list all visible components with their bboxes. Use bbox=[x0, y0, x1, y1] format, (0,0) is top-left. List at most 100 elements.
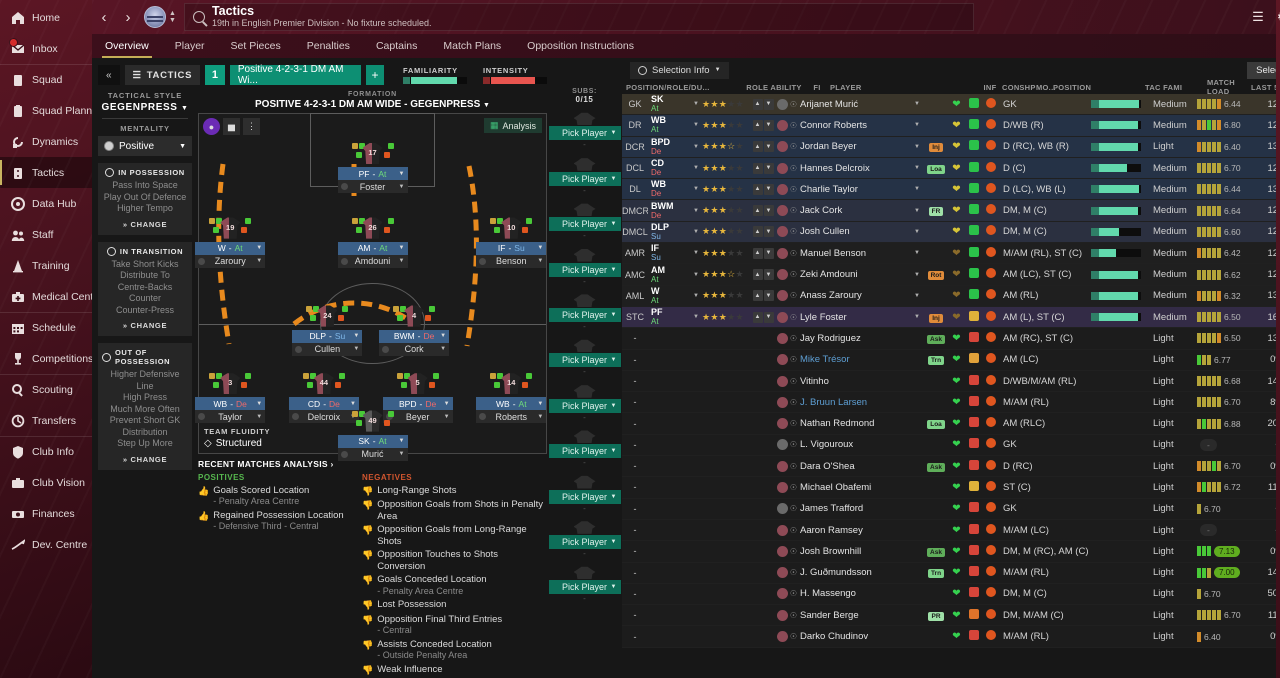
column-header[interactable]: ROLE ABILITY bbox=[746, 82, 802, 92]
cell-player-name[interactable]: Connor Roberts bbox=[800, 119, 868, 131]
player-selector[interactable]: Zaroury ▼ bbox=[195, 254, 266, 268]
cell-player-name[interactable]: J. Bruun Larsen bbox=[800, 396, 868, 408]
cell-player-name[interactable]: L. Vigouroux bbox=[800, 439, 854, 451]
sidebar-item-dev-centre[interactable]: Dev. Centre bbox=[0, 529, 92, 560]
player-dropdown-icon[interactable]: ▼ bbox=[914, 228, 920, 235]
collapse-button[interactable]: « bbox=[98, 65, 120, 85]
column-header[interactable]: INF bbox=[983, 82, 997, 92]
cell-player-name[interactable]: Zeki Amdouni bbox=[800, 269, 858, 281]
cell-player-name[interactable]: Darko Chudinov bbox=[800, 631, 869, 643]
pitch[interactable]: ● ▅ ⋮ ▦ Analysis bbox=[195, 113, 547, 461]
sidebar-item-schedule[interactable]: Schedule bbox=[0, 312, 92, 343]
options-icon[interactable]: ⋮ bbox=[243, 118, 260, 135]
pick-player-button[interactable]: Pick Player ▼ bbox=[548, 171, 621, 186]
player-dropdown-icon[interactable]: ▼ bbox=[914, 207, 920, 214]
tab-opposition-instructions[interactable]: Opposition Instructions bbox=[527, 40, 634, 52]
table-row[interactable]: DL WB De ▼ ★★★★★ ▲ ▼ ☉ Charlie Taylor ▼ ❤ D (LC), W… bbox=[622, 179, 1280, 201]
cell-player-name[interactable]: Jay Rodriguez bbox=[800, 332, 861, 344]
player-selector[interactable]: Beyer ▼ bbox=[382, 410, 453, 424]
role-dropdown-icon[interactable]: ▼ bbox=[693, 122, 699, 129]
cell-player-name[interactable]: Anass Zaroury bbox=[800, 290, 862, 302]
cell-player-name[interactable]: Jack Cork bbox=[800, 205, 843, 217]
player-selector[interactable]: Foster ▼ bbox=[337, 180, 408, 194]
role-dropdown-icon[interactable]: ▼ bbox=[693, 228, 699, 235]
sidebar-item-home[interactable]: Home bbox=[0, 2, 92, 33]
role-dropdown-icon[interactable]: ▼ bbox=[693, 314, 699, 321]
player-selector[interactable]: Roberts ▼ bbox=[476, 410, 547, 424]
sidebar-item-club-vision[interactable]: Club Vision bbox=[0, 467, 92, 498]
pitch-slot-delcroix[interactable]: 44 CD - De ▼ Delcroix ▼ bbox=[288, 372, 359, 424]
role-selector[interactable]: BWM - De ▼ bbox=[379, 329, 450, 343]
player-selector[interactable]: Murić ▼ bbox=[337, 447, 408, 461]
tab-overview[interactable]: Overview bbox=[92, 34, 162, 58]
pick-player-button[interactable]: Pick Player ▼ bbox=[548, 126, 621, 141]
column-header[interactable]: POSITION/ROLE/DU... bbox=[626, 82, 710, 92]
tactical-style-value[interactable]: GEGENPRESS ▼ bbox=[101, 102, 189, 113]
selection-advice-button[interactable]: Selection Advice bbox=[1247, 61, 1280, 79]
tab-set-pieces[interactable]: Set Pieces bbox=[230, 40, 281, 52]
sidebar-item-medical-centre[interactable]: Medical Centre bbox=[0, 281, 103, 312]
table-row[interactable]: - ☉Nathan Redmond Loa ❤ AM (RLC) Light 6.88 20%… bbox=[622, 413, 1280, 435]
pick-player-button[interactable]: Pick Player ▼ bbox=[548, 307, 621, 322]
role-selector[interactable]: SK - At ▼ bbox=[337, 434, 408, 448]
table-row[interactable]: AMC AM At ▼ ★★★☆★ ▲ ▼ ☉ Zeki Amdouni ▼ Rot ❤ AM (LC)… bbox=[622, 264, 1280, 286]
player-selector[interactable]: Delcroix ▼ bbox=[288, 410, 359, 424]
pitch-slot-roberts[interactable]: 14 WB - At ▼ Roberts ▼ bbox=[476, 372, 547, 424]
role-selector[interactable]: CD - De ▼ bbox=[288, 397, 359, 411]
pick-player-button[interactable]: Pick Player ▼ bbox=[548, 262, 621, 277]
role-selector[interactable]: IF - Su ▼ bbox=[476, 241, 547, 255]
player-dropdown-icon[interactable]: ▼ bbox=[914, 101, 920, 108]
sidebar-item-training[interactable]: Training bbox=[0, 250, 92, 281]
player-dropdown-icon[interactable]: ▼ bbox=[914, 250, 920, 257]
page-search-bar[interactable]: Tactics 19th in English Premier Division… bbox=[183, 3, 974, 31]
pick-player-button[interactable]: Pick Player ▼ bbox=[548, 580, 621, 595]
analysis-button[interactable]: ▦ Analysis bbox=[483, 118, 542, 133]
table-row[interactable]: DMCL DLP Su ▼ ★★★★★ ▲ ▼ ☉ Josh Cullen ▼ ❤ DM, M (C)… bbox=[622, 221, 1280, 244]
cell-fi[interactable]: ▲ ▼ bbox=[750, 290, 776, 302]
role-selector[interactable]: BPD - De ▼ bbox=[382, 397, 453, 411]
cell-fi[interactable]: ▲ ▼ bbox=[750, 183, 776, 195]
pick-player-button[interactable]: Pick Player ▼ bbox=[548, 444, 621, 459]
sidebar-item-competitions[interactable]: Competitions bbox=[0, 343, 93, 374]
cell-player-name[interactable]: H. Massengo bbox=[800, 588, 856, 600]
table-row[interactable]: AMR IF Su ▼ ★★★★★ ▲ ▼ ☉ Manuel Benson ▼ ❤ M/AM (RL)… bbox=[622, 243, 1280, 265]
player-dropdown-icon[interactable]: ▼ bbox=[914, 122, 920, 129]
column-header[interactable]: MATCH LOAD bbox=[1207, 78, 1236, 96]
pick-player-button[interactable]: Pick Player ▼ bbox=[548, 353, 621, 368]
table-row[interactable]: STC PF At ▼ ★★★★★ ▲ ▼ ☉ Lyle Foster ▼ Inj ❤ AM (L), … bbox=[622, 306, 1280, 329]
sidebar-item-club-info[interactable]: Club Info bbox=[0, 436, 92, 467]
player-dropdown-icon[interactable]: ▼ bbox=[914, 314, 920, 321]
player-selector[interactable]: Benson ▼ bbox=[476, 254, 547, 268]
role-selector[interactable]: WB - De ▼ bbox=[195, 397, 266, 411]
role-selector[interactable]: W - At ▼ bbox=[195, 241, 266, 255]
pitch-slot-zaroury[interactable]: 19 W - At ▼ Zaroury ▼ bbox=[195, 217, 266, 268]
table-row[interactable]: DR WB At ▼ ★★★★★ ▲ ▼ ☉ Connor Roberts ▼ ❤ D/WB (R) M… bbox=[622, 115, 1280, 137]
cell-player-name[interactable]: J. Guðmundsson bbox=[800, 567, 872, 579]
tab-penalties[interactable]: Penalties bbox=[306, 40, 350, 52]
column-header[interactable]: TAC FAMI bbox=[1145, 82, 1183, 92]
column-header[interactable]: FI bbox=[813, 82, 821, 92]
cell-fi[interactable]: ▲ ▼ bbox=[750, 141, 776, 153]
cell-player-name[interactable]: Lyle Foster bbox=[800, 311, 847, 323]
add-tactic-button[interactable]: + bbox=[366, 65, 384, 85]
table-row[interactable]: - ☉J. Guðmundsson Trn ❤ M/AM (RL) Light 7.00 14… bbox=[622, 562, 1280, 584]
role-dropdown-icon[interactable]: ▼ bbox=[693, 292, 699, 299]
sidebar-item-inbox[interactable]: Inbox bbox=[0, 33, 92, 64]
table-row[interactable]: - ☉ Jay Rodriguez Ask ❤ AM (RC), ST (C) Light 6… bbox=[622, 328, 1280, 350]
cell-player-name[interactable]: Josh Cullen bbox=[800, 226, 850, 238]
table-row[interactable]: DCL CD De ▼ ★★★★★ ▲ ▼ ☉ Hannes Delcroix ▼ Loa ❤ D (C… bbox=[622, 157, 1280, 180]
role-dropdown-icon[interactable]: ▼ bbox=[693, 101, 699, 108]
formation-name[interactable]: POSITIVE 4-2-3-1 DM AM WIDE - GEGENPRESS… bbox=[255, 99, 490, 110]
column-header[interactable]: MO... bbox=[1036, 82, 1056, 92]
player-dropdown-icon[interactable]: ▼ bbox=[914, 292, 920, 299]
table-row[interactable]: AML W At ▼ ★★★★★ ▲ ▼ ☉ Anass Zaroury ▼ ❤ AM (RL) Med… bbox=[622, 285, 1280, 307]
player-dropdown-icon[interactable]: ▼ bbox=[914, 271, 920, 278]
mentality-select[interactable]: Positive ▼ bbox=[98, 136, 192, 156]
sidebar-item-squad-planner[interactable]: Squad Planner bbox=[0, 95, 101, 126]
sidebar-item-dynamics[interactable]: Dynamics bbox=[0, 126, 92, 157]
column-header[interactable]: LAST 5 GAMES bbox=[1251, 82, 1280, 92]
column-header[interactable]: POSITION bbox=[1053, 82, 1092, 92]
pitch-slot-muri[interactable]: 49 SK - At ▼ Murić ▼ bbox=[337, 410, 408, 461]
